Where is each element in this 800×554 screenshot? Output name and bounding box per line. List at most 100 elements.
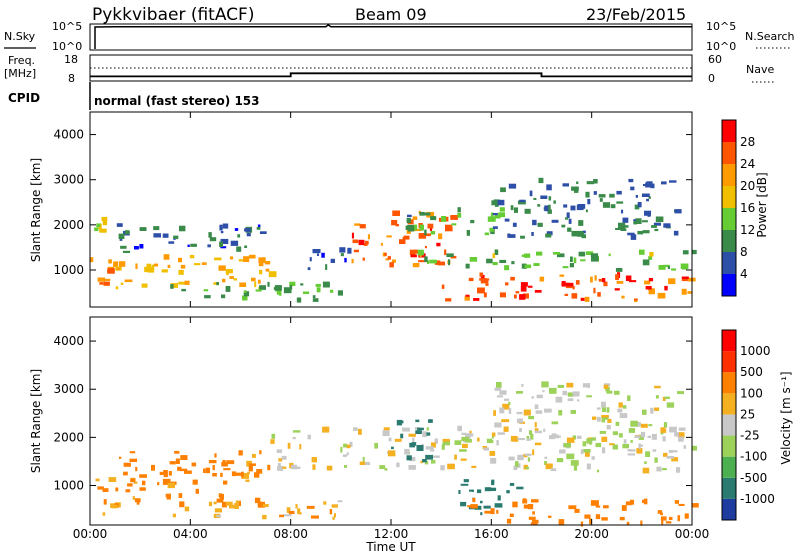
heatmap-cell: [609, 443, 615, 446]
heatmap-cell: [486, 258, 493, 264]
heatmap-cell: [402, 427, 410, 432]
heatmap-cell: [438, 233, 443, 240]
heatmap-cell: [661, 181, 667, 185]
heatmap-cell: [281, 455, 287, 460]
nave-tick-top: 60: [708, 53, 722, 66]
heatmap-cell: [214, 453, 217, 458]
heatmap-cell: [646, 181, 653, 187]
colorbar-tick-label: -100: [740, 450, 767, 464]
heatmap-cell: [441, 216, 447, 222]
heatmap-cell: [601, 401, 606, 408]
heatmap-cell: [558, 519, 565, 525]
heatmap-cell: [535, 442, 542, 446]
heatmap-cell: [419, 211, 425, 216]
heatmap-cell: [424, 246, 427, 249]
heatmap-cell: [590, 276, 593, 283]
heatmap-cell: [637, 202, 642, 208]
heatmap-cell: [237, 234, 241, 238]
heatmap-cell: [123, 471, 128, 476]
heatmap-cell: [606, 390, 613, 394]
heatmap-cell: [621, 505, 627, 511]
heatmap-cell: [515, 461, 519, 467]
heatmap-cell: [663, 264, 670, 268]
heatmap-cell: [570, 410, 576, 414]
heatmap-cell: [295, 504, 298, 509]
heatmap-cell: [660, 516, 667, 521]
heatmap-cell: [620, 228, 627, 231]
heatmap-cell: [424, 256, 428, 263]
heatmap-cell: [276, 449, 283, 453]
heatmap-cell: [363, 243, 368, 246]
heatmap-cell: [344, 257, 347, 263]
heatmap-cell: [668, 516, 673, 520]
heatmap-cell: [434, 260, 441, 265]
heatmap-cell: [615, 227, 622, 230]
heatmap-cell: [507, 233, 511, 238]
heatmap-cell: [520, 235, 525, 239]
heatmap-cell: [365, 240, 369, 245]
heatmap-cell: [595, 514, 601, 520]
heatmap-cell: [312, 295, 316, 298]
velocity-colorbar: 1000 500 100 25 -25 -100 -500 -1000: [721, 329, 775, 521]
heatmap-cell: [406, 217, 411, 224]
heatmap-cell: [479, 278, 487, 281]
heatmap-cell: [256, 469, 263, 474]
heatmap-cell: [627, 395, 631, 401]
heatmap-cell: [220, 238, 229, 244]
heatmap-cell: [460, 501, 467, 507]
heatmap-cell: [647, 435, 651, 438]
heatmap-cell: [602, 447, 606, 454]
heatmap-cell: [646, 198, 649, 202]
heatmap-cell: [586, 395, 592, 398]
heatmap-cell: [119, 261, 126, 267]
heatmap-cell: [292, 437, 296, 440]
heatmap-cell: [321, 252, 325, 258]
heatmap-cell: [123, 462, 131, 467]
heatmap-cell: [497, 432, 505, 435]
heatmap-cell: [191, 462, 197, 467]
heatmap-cell: [671, 450, 678, 453]
heatmap-cell: [562, 390, 568, 396]
heatmap-cell: [586, 438, 593, 444]
x-tick-label: 16:00: [474, 527, 509, 541]
heatmap-cell: [527, 504, 534, 510]
heatmap-cell: [654, 228, 659, 232]
heatmap-cell: [603, 384, 609, 389]
heatmap-cell: [598, 278, 605, 282]
heatmap-cell: [543, 428, 546, 432]
heatmap-cell: [551, 219, 559, 223]
heatmap-cell: [349, 441, 353, 447]
heatmap-cell: [561, 224, 566, 228]
heatmap-cell: [487, 216, 496, 222]
heatmap-cell: [391, 446, 394, 450]
heatmap-cell: [648, 278, 654, 282]
heatmap-cell: [523, 504, 530, 509]
heatmap-cell: [422, 459, 427, 463]
heatmap-cell: [510, 205, 514, 211]
heatmap-cell: [584, 452, 590, 457]
heatmap-cell: [331, 504, 338, 508]
heatmap-cell: [463, 479, 469, 483]
heatmap-cell: [228, 504, 235, 509]
heatmap-cell: [548, 196, 552, 201]
heatmap-cell: [419, 224, 424, 231]
colorbar-tick-label: 24: [740, 157, 755, 171]
heatmap-cell: [569, 263, 574, 268]
heatmap-cell: [642, 499, 646, 504]
heatmap-cell: [352, 239, 359, 244]
heatmap-cell: [162, 478, 171, 485]
heatmap-cell: [426, 432, 431, 436]
heatmap-cell: [460, 458, 467, 461]
y-tick-label: 2000: [53, 430, 84, 444]
heatmap-cell: [603, 383, 611, 387]
heatmap-cell: [506, 518, 512, 524]
heatmap-cell: [442, 439, 450, 446]
heatmap-cell: [553, 252, 561, 255]
x-tick-label: 08:00: [273, 527, 308, 541]
heatmap-cell: [408, 465, 416, 470]
heatmap-cell: [576, 435, 582, 439]
heatmap-cell: [499, 259, 507, 263]
heatmap-cell: [178, 281, 187, 285]
heatmap-cell: [601, 517, 608, 521]
heatmap-cell: [322, 281, 330, 288]
